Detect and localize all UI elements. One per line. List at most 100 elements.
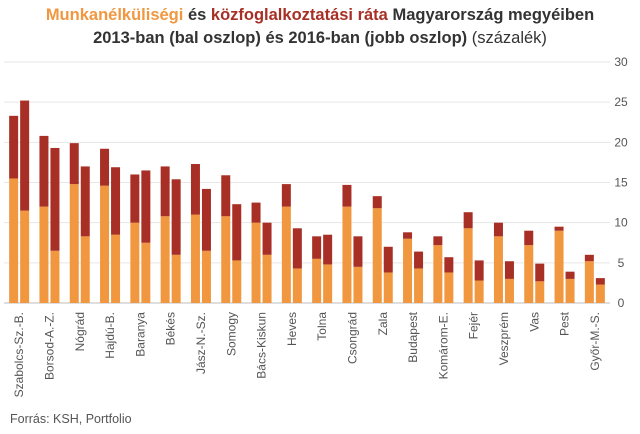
bar-unemployment-2013 [190, 214, 200, 303]
bar-public-work-2013 [281, 184, 291, 207]
bar-group [221, 175, 242, 303]
bar-unemployment-2016 [595, 284, 605, 303]
bar-public-work-2016 [383, 246, 393, 273]
y-tick-label: 15 [614, 176, 628, 190]
bar-public-work-2013 [342, 184, 352, 207]
x-tick-label: Budapest [406, 311, 420, 362]
bar-group [554, 226, 575, 303]
bars [9, 100, 605, 303]
bar-public-work-2016 [20, 100, 30, 211]
title-unemployment: Munkanélküliségi [45, 6, 184, 24]
bar-group [39, 135, 60, 303]
bar-public-work-2013 [190, 164, 200, 215]
bar-group [190, 164, 211, 303]
bar-unemployment-2016 [201, 250, 211, 303]
bar-unemployment-2016 [232, 260, 242, 303]
bar-unemployment-2016 [383, 272, 393, 303]
bar-public-work-2016 [504, 261, 514, 279]
bar-unemployment-2016 [262, 254, 272, 303]
bar-public-work-2013 [433, 236, 443, 246]
bar-unemployment-2013 [221, 216, 231, 303]
bar-unemployment-2013 [524, 245, 534, 303]
y-tick-label: 20 [614, 135, 628, 149]
x-tick-label: Baranya [133, 312, 147, 357]
bar-public-work-2013 [9, 115, 19, 179]
title-unit: (százalék) [467, 29, 547, 47]
grid-lines [4, 61, 610, 304]
x-tick-label: Pest [558, 311, 572, 336]
bar-public-work-2016 [474, 260, 484, 281]
title-region: Magyarország megyéiben [387, 6, 595, 24]
bar-public-work-2016 [111, 167, 121, 235]
bar-unemployment-2013 [39, 206, 49, 303]
bar-public-work-2016 [414, 251, 424, 269]
bar-public-work-2016 [444, 257, 454, 273]
bar-public-work-2016 [323, 234, 333, 265]
x-tick-label: Somogy [224, 312, 238, 356]
bar-unemployment-2013 [281, 206, 291, 303]
bar-public-work-2016 [535, 263, 545, 282]
y-tick-label: 0 [618, 296, 625, 310]
bar-unemployment-2013 [463, 228, 473, 303]
bar-public-work-2016 [50, 147, 60, 251]
bar-unemployment-2013 [493, 236, 503, 303]
bar-unemployment-2016 [141, 242, 151, 303]
title-public-work: közfoglalkoztatási ráta [210, 6, 388, 24]
bar-public-work-2016 [292, 228, 302, 269]
bar-unemployment-2013 [433, 245, 443, 303]
bar-unemployment-2013 [554, 230, 564, 303]
x-tick-label: Heves [285, 312, 299, 346]
bar-unemployment-2013 [9, 178, 19, 303]
x-tick-label: Csongrád [345, 312, 359, 364]
x-tick-label: Vas [527, 312, 541, 332]
title-and: és [183, 6, 211, 24]
x-tick-label: Komárom-E. [436, 312, 450, 379]
bar-unemployment-2016 [444, 272, 454, 303]
bar-group [9, 100, 30, 303]
bar-unemployment-2016 [111, 234, 121, 303]
x-tick-label: Veszprém [497, 312, 511, 365]
source-note: Forrás: KSH, Portfolio [10, 412, 132, 426]
bar-public-work-2013 [130, 174, 140, 223]
bar-public-work-2016 [171, 179, 181, 255]
bar-public-work-2013 [100, 148, 110, 186]
bar-unemployment-2016 [474, 280, 484, 303]
bar-unemployment-2016 [171, 254, 181, 303]
x-tick-label: Nógrád [73, 312, 87, 351]
bar-unemployment-2016 [50, 250, 60, 303]
bar-public-work-2016 [201, 188, 211, 251]
bar-public-work-2013 [463, 212, 473, 229]
bar-unemployment-2016 [20, 210, 30, 303]
chart-title-line1: Munkanélküliségi és közfoglalkoztatási r… [0, 4, 640, 27]
bar-unemployment-2013 [251, 222, 261, 303]
x-axis: Szabolcs-Sz.-B. Borsod-A.-Z. Nógrád Hajdú-B… [12, 311, 602, 397]
x-tick-label: Szabolcs-Sz.-B. [12, 312, 26, 397]
bar-public-work-2013 [221, 175, 231, 217]
x-tick-label: Tolna [315, 312, 329, 341]
bar-group [251, 202, 272, 303]
bar-public-work-2016 [80, 166, 90, 237]
x-tick-label: Bács-Kiskun [255, 312, 269, 379]
x-tick-label: Borsod-A.-Z. [42, 312, 56, 380]
bar-public-work-2013 [372, 196, 382, 209]
bar-group [403, 232, 424, 303]
bar-public-work-2013 [584, 254, 594, 262]
bar-public-work-2016 [232, 204, 242, 261]
bar-group [524, 230, 545, 303]
bar-unemployment-2016 [535, 281, 545, 303]
bar-unemployment-2016 [80, 236, 90, 303]
bar-group [69, 143, 90, 303]
title-years: 2013-ban (bal oszlop) és 2016-ban (jobb … [93, 29, 468, 47]
x-tick-label: Győr-M.-S. [588, 312, 602, 371]
bar-public-work-2013 [403, 232, 413, 239]
x-tick-label: Jász-N.-Sz. [194, 312, 208, 374]
bar-public-work-2016 [141, 170, 151, 243]
bar-unemployment-2013 [130, 222, 140, 303]
y-tick-label: 5 [618, 256, 625, 270]
bar-unemployment-2016 [504, 278, 514, 303]
bar-unemployment-2013 [160, 216, 170, 303]
chart-title-line2: 2013-ban (bal oszlop) és 2016-ban (jobb … [0, 27, 640, 50]
bar-public-work-2013 [524, 230, 534, 246]
bar-group [281, 184, 302, 303]
